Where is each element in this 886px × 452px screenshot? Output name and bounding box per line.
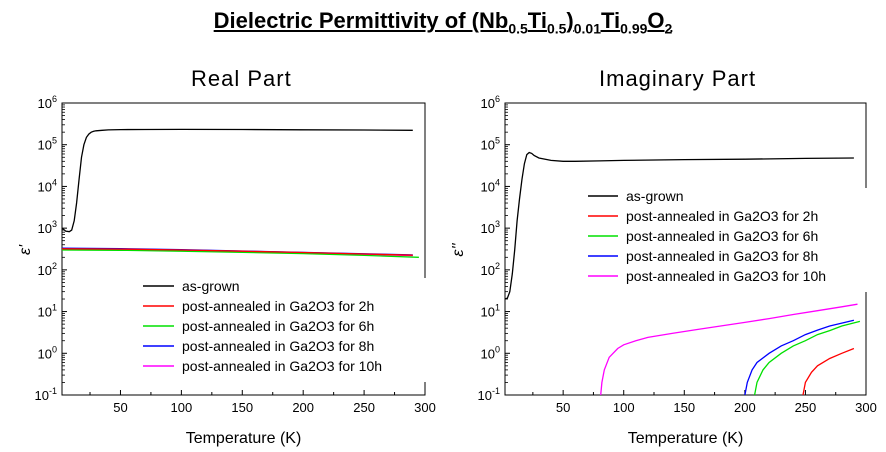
x-tick-label: 50: [113, 400, 127, 415]
x-tick-label: 300: [414, 400, 436, 415]
y-tick-label: 100: [38, 344, 57, 361]
x-tick-label: 50: [556, 400, 570, 415]
x-tick-label: 200: [292, 400, 314, 415]
series-line-3: [744, 319, 855, 395]
y-tick-label: 102: [38, 261, 57, 278]
x-axis-label: Temperature (K): [628, 430, 744, 447]
y-tick-label: 103: [481, 219, 500, 236]
series-line-0: [505, 151, 854, 300]
chart-panel-0: 50 100 150 200 250 300 10-1 100 101 102 103 104 105 1…: [17, 94, 438, 447]
legend-entry-0: as-grown: [182, 278, 240, 294]
y-tick-label: 106: [38, 94, 57, 111]
x-tick-label: 150: [231, 400, 253, 415]
legend-entry-3: post-annealed in Ga2O3 for 8h: [626, 248, 818, 264]
x-tick-label: 100: [171, 400, 193, 415]
series-line-1: [62, 248, 413, 256]
legend-entry-4: post-annealed in Ga2O3 for 10h: [626, 268, 826, 284]
x-tick-label: 250: [353, 400, 375, 415]
y-tick-label: 104: [481, 177, 500, 194]
legend-entry-4: post-annealed in Ga2O3 for 10h: [182, 358, 382, 374]
y-tick-label: 102: [481, 261, 500, 278]
y-tick-label: 10-1: [35, 386, 57, 403]
y-tick-label: 10-1: [478, 386, 500, 403]
real-part-title: Real Part: [191, 66, 292, 91]
series-line-2: [753, 320, 861, 395]
series-line-1: [802, 347, 855, 395]
y-tick-label: 101: [481, 303, 500, 320]
y-tick-label: 106: [481, 94, 500, 111]
y-tick-label: 103: [38, 219, 57, 236]
y-tick-label: 101: [38, 303, 57, 320]
x-tick-label: 150: [673, 400, 695, 415]
legend-entry-3: post-annealed in Ga2O3 for 8h: [182, 338, 374, 354]
legend-entry-2: post-annealed in Ga2O3 for 6h: [182, 318, 374, 334]
x-tick-label: 250: [795, 400, 817, 415]
legend-box: [135, 278, 438, 382]
chart-panel-1: 50 100 150 200 250 300 10-1 100 101 102 103 104 105 1…: [450, 94, 877, 447]
x-axis-label: Temperature (K): [186, 430, 302, 447]
y-axis-label: ε'': [450, 242, 467, 256]
legend-entry-1: post-annealed in Ga2O3 for 2h: [626, 208, 818, 224]
series-line-0: [62, 128, 413, 233]
x-tick-label: 100: [613, 400, 635, 415]
figure-title: Dielectric Permittivity of (Nb0.5Ti0.5)0…: [213, 8, 673, 37]
series-line-4: [600, 303, 858, 395]
legend-entry-2: post-annealed in Ga2O3 for 6h: [626, 228, 818, 244]
y-tick-label: 100: [481, 344, 500, 361]
y-axis-label: ε': [17, 244, 34, 255]
legend-box: [578, 188, 868, 292]
y-tick-label: 105: [38, 136, 57, 153]
series-line-2: [62, 249, 419, 258]
y-tick-label: 104: [38, 177, 57, 194]
imaginary-part-title: Imaginary Part: [599, 66, 757, 91]
y-tick-label: 105: [481, 136, 500, 153]
legend-entry-1: post-annealed in Ga2O3 for 2h: [182, 298, 374, 314]
legend-entry-0: as-grown: [626, 188, 684, 204]
x-tick-label: 200: [734, 400, 756, 415]
x-tick-label: 300: [855, 400, 877, 415]
